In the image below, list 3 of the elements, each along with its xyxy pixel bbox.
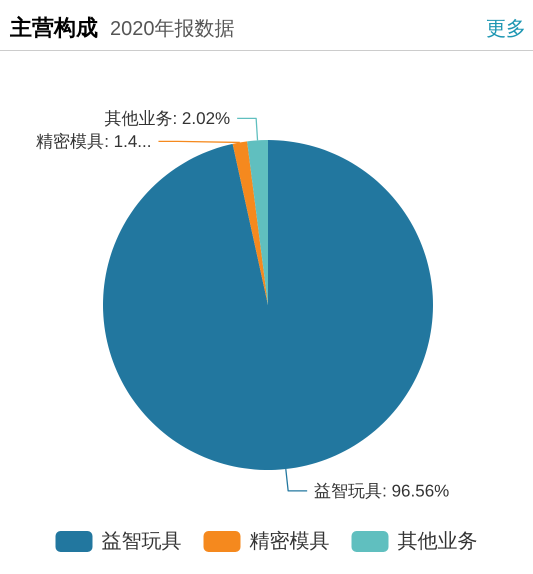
title: 主营构成 bbox=[10, 15, 98, 40]
subtitle: 2020年报数据 bbox=[110, 18, 234, 40]
annotation: 更多 bbox=[486, 18, 526, 40]
